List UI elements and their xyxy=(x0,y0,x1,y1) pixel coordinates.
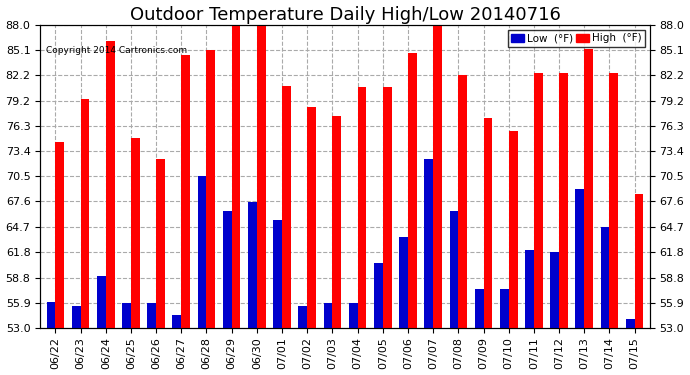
Bar xyxy=(248,202,257,328)
Bar xyxy=(559,73,568,328)
Bar xyxy=(131,138,140,328)
Bar xyxy=(156,159,165,328)
Bar xyxy=(55,142,64,328)
Bar xyxy=(46,302,55,328)
Bar xyxy=(81,99,90,328)
Bar xyxy=(348,303,357,328)
Bar xyxy=(584,50,593,328)
Bar xyxy=(383,87,392,328)
Bar xyxy=(232,26,241,328)
Bar xyxy=(147,303,156,328)
Bar xyxy=(550,252,559,328)
Bar xyxy=(298,306,307,328)
Bar xyxy=(475,289,484,328)
Bar xyxy=(282,86,291,328)
Bar xyxy=(500,289,509,328)
Bar xyxy=(408,53,417,328)
Bar xyxy=(424,159,433,328)
Bar xyxy=(122,303,131,328)
Bar xyxy=(333,116,342,328)
Bar xyxy=(635,194,644,328)
Bar xyxy=(626,319,635,328)
Bar xyxy=(324,303,333,328)
Bar xyxy=(357,87,366,328)
Bar xyxy=(534,73,543,328)
Bar xyxy=(575,189,584,328)
Title: Outdoor Temperature Daily High/Low 20140716: Outdoor Temperature Daily High/Low 20140… xyxy=(130,6,560,24)
Bar xyxy=(600,226,609,328)
Bar xyxy=(433,25,442,328)
Bar xyxy=(206,50,215,328)
Bar xyxy=(458,75,467,328)
Bar xyxy=(525,250,534,328)
Bar xyxy=(257,25,266,328)
Bar xyxy=(72,306,81,328)
Bar xyxy=(197,176,206,328)
Bar xyxy=(97,276,106,328)
Legend: Low  (°F), High  (°F): Low (°F), High (°F) xyxy=(508,30,644,46)
Bar xyxy=(273,220,282,328)
Text: Copyright 2014 Cartronics.com: Copyright 2014 Cartronics.com xyxy=(46,46,188,55)
Bar xyxy=(172,315,181,328)
Bar xyxy=(181,56,190,328)
Bar xyxy=(399,237,408,328)
Bar xyxy=(223,211,232,328)
Bar xyxy=(374,263,383,328)
Bar xyxy=(106,40,115,328)
Bar xyxy=(484,118,493,328)
Bar xyxy=(509,130,518,328)
Bar xyxy=(609,73,618,328)
Bar xyxy=(307,107,316,328)
Bar xyxy=(449,211,458,328)
